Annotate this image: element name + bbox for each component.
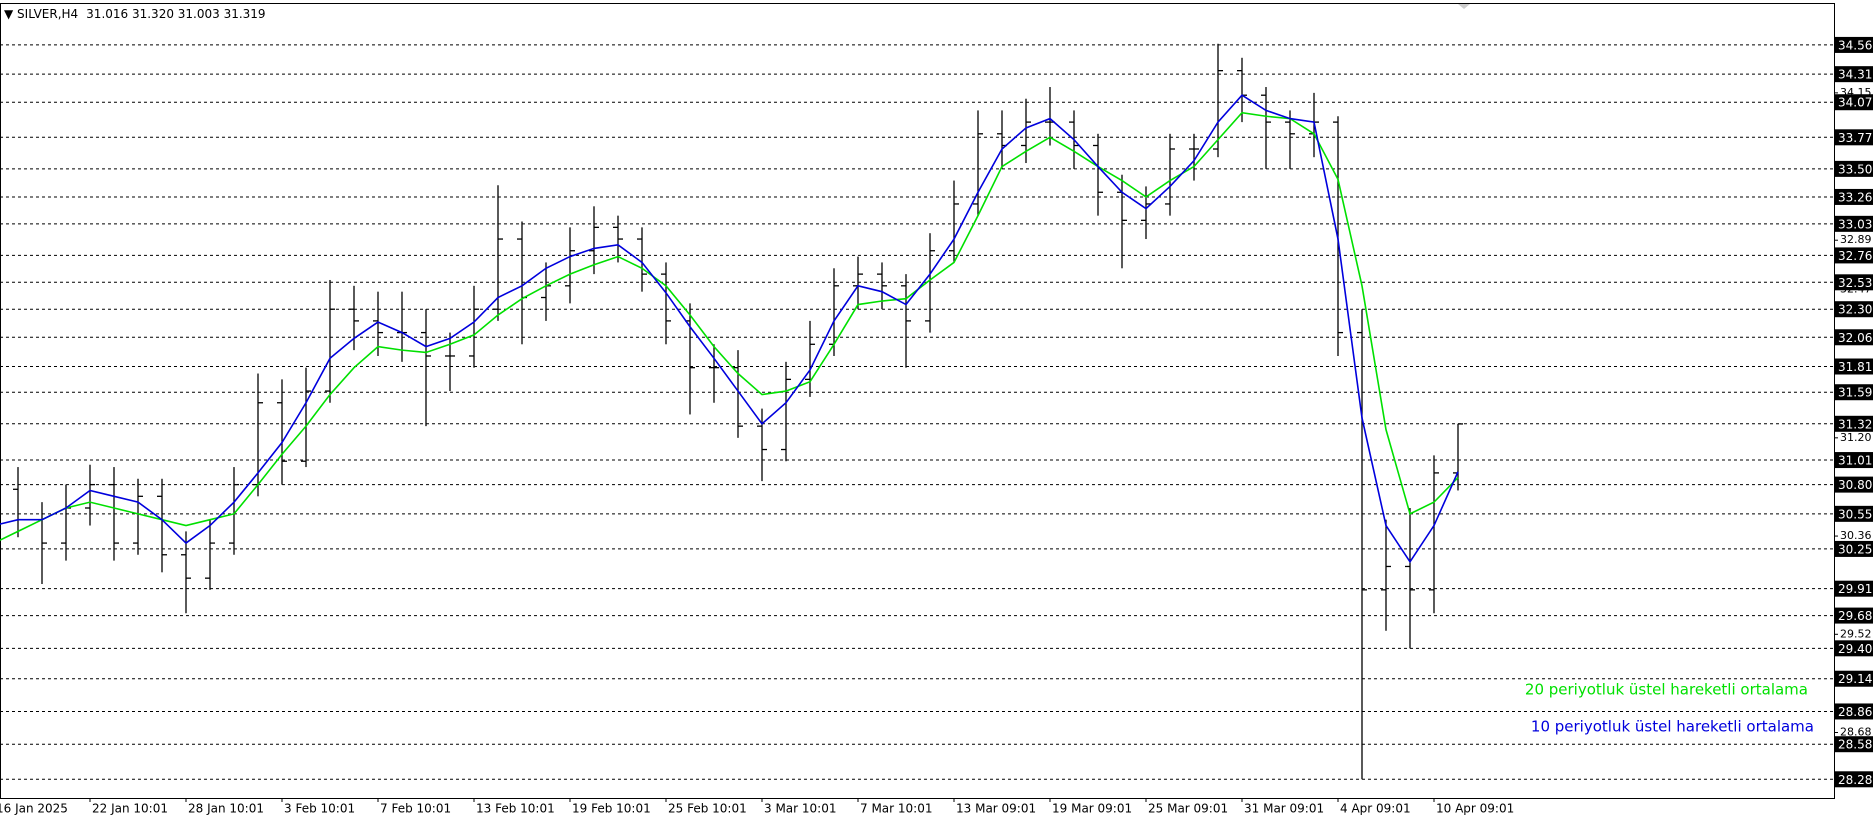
x-tick-label: 13 Feb 10:01 [476, 802, 555, 816]
level-label: 29.40 [1838, 642, 1872, 656]
y-tick-label: 31.20 [1840, 431, 1872, 444]
level-label: 33.03 [1838, 217, 1872, 231]
level-label-box [1835, 736, 1873, 753]
x-tick-label: 7 Mar 10:01 [860, 802, 933, 816]
symbol: SILVER,H4 [17, 7, 78, 21]
level-label: 28.58 [1838, 738, 1872, 752]
level-label-box [1835, 160, 1873, 177]
level-label-box [1835, 36, 1873, 53]
level-label-box [1835, 703, 1873, 720]
level-label: 29.14 [1838, 672, 1872, 686]
level-label-box [1835, 247, 1873, 264]
ema-line [0, 94, 1459, 564]
level-label-box [1835, 384, 1873, 401]
level-label: 28.86 [1838, 705, 1872, 719]
level-label: 30.55 [1838, 507, 1872, 521]
level-label-box [1835, 505, 1873, 522]
level-label-box [1835, 66, 1873, 83]
level-label: 29.68 [1838, 609, 1872, 623]
x-tick-label: 13 Mar 09:01 [956, 802, 1036, 816]
level-label-box [1835, 129, 1873, 146]
level-label: 34.31 [1838, 68, 1872, 82]
level-label-box [1835, 274, 1873, 291]
level-label-box [1835, 640, 1873, 657]
x-tick-label: 7 Feb 10:01 [380, 802, 451, 816]
level-label-box [1835, 358, 1873, 375]
level-label: 30.80 [1838, 478, 1872, 492]
x-tick-label: 19 Mar 09:01 [1052, 802, 1132, 816]
quote: 31.016 31.320 31.003 31.319 [86, 7, 265, 21]
ema-line [0, 111, 1459, 542]
level-label: 33.26 [1838, 190, 1872, 204]
level-label: 31.32 [1838, 417, 1872, 431]
level-label-box [1835, 301, 1873, 318]
level-label: 31.01 [1838, 454, 1872, 468]
x-tick-label: 3 Feb 10:01 [284, 802, 355, 816]
chart-header: ▼ SILVER,H4 31.016 31.320 31.003 31.319 [4, 7, 266, 21]
level-label: 30.25 [1838, 542, 1872, 556]
level-label-box [1835, 670, 1873, 687]
level-label: 32.30 [1838, 303, 1872, 317]
level-label-box [1835, 452, 1873, 469]
x-tick-label: 16 Jan 2025 [0, 802, 68, 816]
level-label: 31.81 [1838, 360, 1872, 374]
x-tick-label: 22 Jan 10:01 [92, 802, 168, 816]
level-label-box [1835, 215, 1873, 232]
x-tick-label: 28 Jan 10:01 [188, 802, 264, 816]
y-tick-label: 32.89 [1840, 233, 1872, 246]
level-label: 33.50 [1838, 162, 1872, 176]
legend-label: 10 periyotluk üstel hareketli ortalama [1531, 718, 1814, 736]
shift-marker [1458, 4, 1470, 9]
level-label: 33.77 [1838, 131, 1872, 145]
level-label: 28.28 [1838, 773, 1872, 787]
x-tick-label: 3 Mar 10:01 [764, 802, 837, 816]
level-label: 29.91 [1838, 582, 1872, 596]
x-tick-label: 4 Apr 09:01 [1340, 802, 1411, 816]
level-label-box [1835, 607, 1873, 624]
x-tick-label: 25 Mar 09:01 [1148, 802, 1228, 816]
level-label-box [1835, 580, 1873, 597]
level-label-box [1835, 476, 1873, 493]
level-label-box [1835, 540, 1873, 557]
menu-arrow[interactable]: ▼ [4, 7, 17, 21]
plot-frame [0, 3, 1835, 799]
level-label: 32.76 [1838, 249, 1872, 263]
y-tick-label: 30.36 [1840, 529, 1872, 542]
level-label-box [1835, 415, 1873, 432]
y-tick-label: 28.68 [1840, 726, 1872, 739]
x-tick-label: 19 Feb 10:01 [572, 802, 651, 816]
level-label-box [1835, 94, 1873, 111]
y-tick-label: 29.52 [1840, 627, 1872, 640]
level-label: 34.07 [1838, 96, 1872, 110]
x-tick-label: 31 Mar 09:01 [1244, 802, 1324, 816]
legend-label: 20 periyotluk üstel hareketli ortalama [1525, 681, 1808, 699]
level-label-box [1835, 771, 1873, 788]
level-label: 31.59 [1838, 386, 1872, 400]
x-tick-label: 10 Apr 09:01 [1436, 802, 1514, 816]
x-tick-label: 25 Feb 10:01 [668, 802, 747, 816]
level-label: 34.56 [1838, 38, 1872, 52]
level-label-box [1835, 188, 1873, 205]
level-label: 32.53 [1838, 276, 1872, 290]
level-label: 32.06 [1838, 331, 1872, 345]
level-label-box [1835, 329, 1873, 346]
